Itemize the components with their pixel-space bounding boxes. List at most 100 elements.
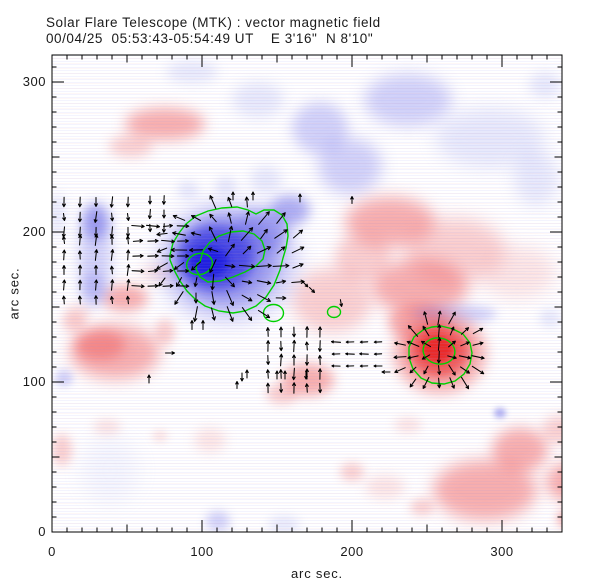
y-tick-label: 0 [38, 524, 46, 539]
vector-arrow [225, 243, 235, 257]
vector-arrow [345, 340, 355, 344]
vector-arrow [317, 340, 322, 352]
vector-arrow [193, 292, 199, 304]
field-contours [169, 206, 473, 385]
vector-arrow [158, 277, 166, 287]
vector-arrow [131, 269, 145, 274]
vector-arrow [210, 273, 215, 291]
vector-arrow [394, 341, 406, 346]
vector-arrow [193, 306, 198, 322]
vector-arrow [132, 238, 144, 243]
vector-arrow [275, 279, 287, 284]
vector-arrow [244, 211, 250, 225]
vector-arrow [339, 299, 344, 307]
vector-arrow [275, 370, 279, 380]
vector-arrow [460, 327, 470, 335]
vector-arrow [94, 264, 98, 276]
vector-arrow [147, 374, 151, 384]
vector-arrow [291, 367, 296, 381]
vector-arrow [242, 245, 252, 255]
vector-arrow [227, 196, 233, 208]
vector-arrow [145, 224, 161, 229]
vector-arrow [225, 276, 235, 288]
vector-arrow [437, 337, 442, 351]
vector-arrow [276, 212, 286, 224]
vector-arrow [260, 228, 268, 240]
x-tick-label: 100 [190, 544, 214, 559]
vector-arrow [305, 326, 310, 338]
vector-arrow [359, 340, 369, 344]
vector-arrow [251, 191, 255, 201]
vector-arrow [317, 354, 322, 366]
vector-arrow [292, 354, 296, 366]
vector-arrow [110, 212, 115, 222]
vector-arrow [305, 354, 309, 366]
vector-arrow [132, 253, 144, 258]
vector-arrow [126, 279, 131, 291]
vector-arrow [62, 279, 67, 291]
scanline-noise-red [52, 55, 562, 532]
vector-arrow [161, 239, 175, 244]
vector-arrow [161, 254, 175, 259]
vector-arrow [147, 208, 152, 220]
vector-arrow [110, 279, 115, 291]
contour-red-inner [422, 337, 456, 365]
vector-arrow [110, 249, 115, 261]
vector-arrow [437, 324, 442, 338]
vector-arrow [170, 247, 188, 253]
vector-arrow [227, 225, 234, 243]
vector-arrow [201, 319, 205, 331]
vector-arrow [318, 326, 322, 338]
vector-arrow [407, 355, 419, 360]
vector-arrow [409, 366, 417, 374]
contour-blue-middle [195, 230, 266, 283]
vector-arrow [381, 370, 391, 374]
vector-arrow [190, 261, 202, 271]
vector-arrow [436, 350, 441, 364]
vector-arrow [208, 226, 218, 242]
vector-arrow [190, 319, 194, 331]
vector-arrow [238, 264, 256, 269]
vector-arrow [93, 211, 98, 223]
vector-arrow [359, 352, 369, 356]
vector-arrow [176, 284, 190, 289]
vector-arrow [156, 262, 168, 270]
vector-arrow [406, 340, 420, 347]
vector-arrow [172, 214, 186, 221]
vector-arrow [448, 364, 456, 376]
vector-arrow [209, 195, 217, 209]
vector-arrow [77, 211, 82, 223]
vector-arrow [265, 369, 270, 379]
vector-arrow [131, 224, 145, 229]
vector-arrow [161, 195, 166, 205]
vector-arrow [240, 227, 254, 241]
vector-arrow [257, 309, 271, 319]
vector-arrow [211, 291, 216, 305]
vector-arrow [471, 365, 485, 375]
vector-arrow [292, 339, 297, 353]
vector-arrow [460, 341, 470, 347]
vector-arrow [373, 352, 383, 356]
vector-arrow [266, 340, 271, 352]
vector-arrow [437, 377, 442, 389]
axis-frame [51, 54, 563, 533]
plot-field [52, 55, 562, 532]
x-axis-label: arc sec. [291, 566, 343, 581]
vector-arrow [256, 280, 272, 285]
vector-arrow [94, 196, 98, 208]
vector-arrow [472, 341, 484, 346]
vector-arrow [350, 195, 354, 205]
vector-arrow [275, 295, 287, 301]
vector-arrow [423, 311, 429, 325]
vector-arrow [279, 353, 284, 367]
vector-arrow [292, 263, 304, 269]
vector-arrow [77, 196, 82, 208]
contour-blue-outer [169, 206, 289, 314]
vector-arrow [331, 352, 341, 356]
vector-arrow [257, 294, 271, 302]
vector-arrow [272, 263, 290, 268]
y-tick-label: 200 [22, 224, 46, 239]
vector-arrow [109, 196, 114, 208]
